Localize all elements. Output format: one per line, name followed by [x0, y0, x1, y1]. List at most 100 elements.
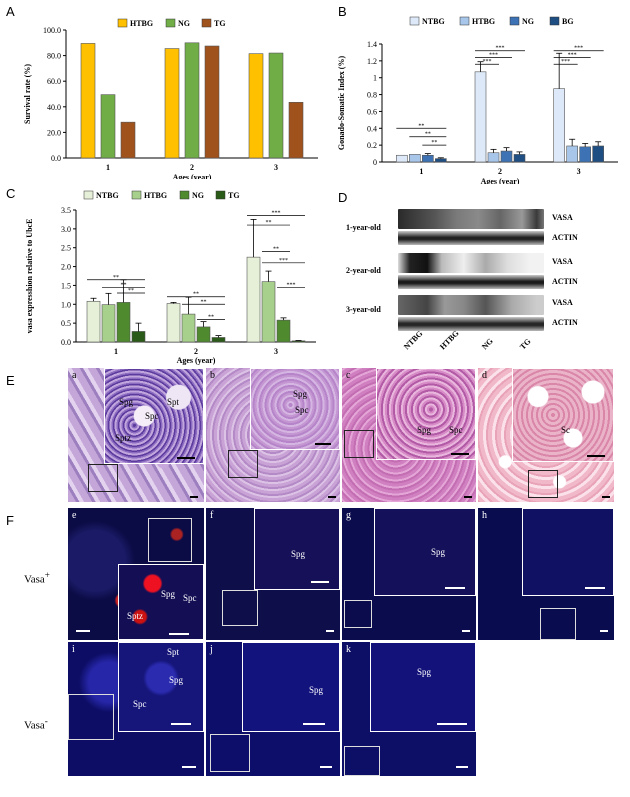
bar	[592, 145, 604, 163]
lane-tg: TG	[518, 336, 533, 352]
blot-3-vasa	[398, 295, 544, 315]
blot-row-2-label: 2-year-old	[346, 266, 381, 275]
bar	[120, 121, 136, 159]
micro-f-k: Spg k	[342, 642, 476, 776]
micro-e-c: Spg Spc c	[342, 368, 476, 502]
bar	[116, 302, 131, 343]
sig-label: **	[208, 314, 214, 320]
label-spg-j: Spg	[309, 685, 324, 695]
sig-label: ***	[574, 46, 583, 52]
micro-f-e: Spg Spc Sptz e	[68, 508, 204, 640]
blot-1-actin	[398, 231, 544, 245]
bar	[86, 300, 101, 343]
bar	[409, 154, 421, 163]
x-tick-label: 1	[106, 163, 110, 172]
legend-swatch	[117, 18, 128, 28]
lane-htbg: HTBG	[438, 328, 461, 352]
sublabel-c: c	[346, 370, 351, 381]
x-tick-label: 1	[114, 347, 118, 356]
sig-label: ***	[272, 211, 281, 217]
row-label-vasa-minus: Vasa-	[24, 716, 48, 732]
sig-label: ***	[489, 52, 498, 58]
y-tick-label: 60.0	[47, 77, 61, 86]
bar	[166, 303, 181, 343]
blot-2-actin	[398, 275, 544, 289]
legend-swatch	[549, 16, 560, 26]
y-tick-label: 0.5	[61, 319, 71, 328]
sig-label: **	[121, 282, 127, 288]
x-axis-label: Ages (year)	[177, 356, 216, 365]
legend-label: NG	[192, 191, 204, 200]
bar	[248, 53, 264, 159]
bar	[513, 154, 526, 163]
bar	[579, 146, 591, 163]
blot-2-vasa-label: VASA	[552, 257, 573, 266]
bar	[211, 337, 226, 343]
x-axis-label: Ages (year)	[481, 177, 520, 184]
label-spg-i: Spg	[169, 675, 184, 685]
chart-a: 0.0 20.0 40.0 60.0 80.0 100.0 Survival rate (%…	[23, 18, 318, 179]
bar	[80, 43, 96, 159]
y-axis-label: Survival rate (%)	[23, 64, 32, 124]
sig-label: **	[128, 288, 134, 294]
sig-label: **	[425, 132, 431, 138]
blot-1-vasa-label: VASA	[552, 213, 573, 222]
sig-label: ***	[561, 59, 570, 65]
bar	[164, 48, 180, 159]
x-tick-label: 3	[577, 167, 581, 176]
blot-2-vasa	[398, 253, 544, 273]
label-spg-a: Spg	[119, 397, 134, 407]
label-spc-a: Spc	[145, 411, 159, 421]
blot-2-actin-label: ACTIN	[552, 277, 578, 286]
x-tick-label: 3	[274, 163, 278, 172]
legend-label: NTBG	[422, 17, 445, 26]
legend-label: NG	[522, 17, 534, 26]
y-tick-label: 20.0	[47, 128, 61, 137]
blot-1-vasa	[398, 209, 544, 229]
sublabel-g: g	[346, 510, 351, 521]
sig-label: **	[418, 123, 424, 129]
y-tick-label: 1.5	[61, 281, 71, 290]
y-tick-label: 100.0	[43, 26, 61, 35]
panel-label-c: C	[6, 186, 16, 201]
label-spc-i: Spc	[133, 699, 147, 709]
label-spc-c: Spc	[449, 425, 463, 435]
bar	[288, 102, 304, 159]
legend-label: TG	[228, 191, 240, 200]
bar	[181, 313, 196, 343]
sig-label: ***	[483, 59, 492, 65]
blot-3-vasa-label: VASA	[552, 298, 573, 307]
x-tick-label: 2	[194, 347, 198, 356]
y-tick-label: 2.5	[61, 244, 71, 253]
chart-b: 0 0.2 0.4 0.6 0.8 1 1.2 1.4 Gonado-Somatic Index…	[337, 16, 618, 184]
legend-label: NTBG	[96, 191, 119, 200]
bar	[396, 154, 408, 163]
bar	[435, 158, 447, 163]
micro-f-f: Spg f	[206, 508, 340, 640]
blot-row-1-label: 1-year-old	[346, 223, 381, 232]
row-label-vasa-plus: Vasa+	[24, 570, 50, 586]
legend-swatch	[215, 190, 226, 200]
panel-label-b: B	[338, 4, 347, 19]
micro-f-g: Spg g	[342, 508, 476, 640]
legend-label: HTBG	[144, 191, 167, 200]
label-spc-b: Spc	[295, 405, 309, 415]
y-tick-label: 0.8	[367, 91, 377, 100]
x-tick-label: 3	[274, 347, 278, 356]
y-tick-label: 2.0	[61, 263, 71, 272]
label-sptz-a: Sptz	[115, 433, 132, 443]
micro-f-h: h	[478, 508, 614, 640]
label-spc-e: Spc	[183, 593, 197, 603]
sig-label: **	[201, 299, 207, 305]
y-tick-label: 3.0	[61, 225, 71, 234]
sig-label: **	[273, 246, 279, 252]
sig-label: ***	[287, 282, 296, 288]
micro-f-i: Spt Spg Spc i	[68, 642, 204, 776]
sublabel-d: d	[482, 370, 487, 381]
bar	[291, 340, 306, 343]
sig-label: ***	[496, 46, 505, 52]
bar	[204, 45, 220, 159]
bar	[487, 152, 500, 163]
sig-label: **	[431, 140, 437, 146]
panel-label-e: E	[6, 373, 15, 388]
